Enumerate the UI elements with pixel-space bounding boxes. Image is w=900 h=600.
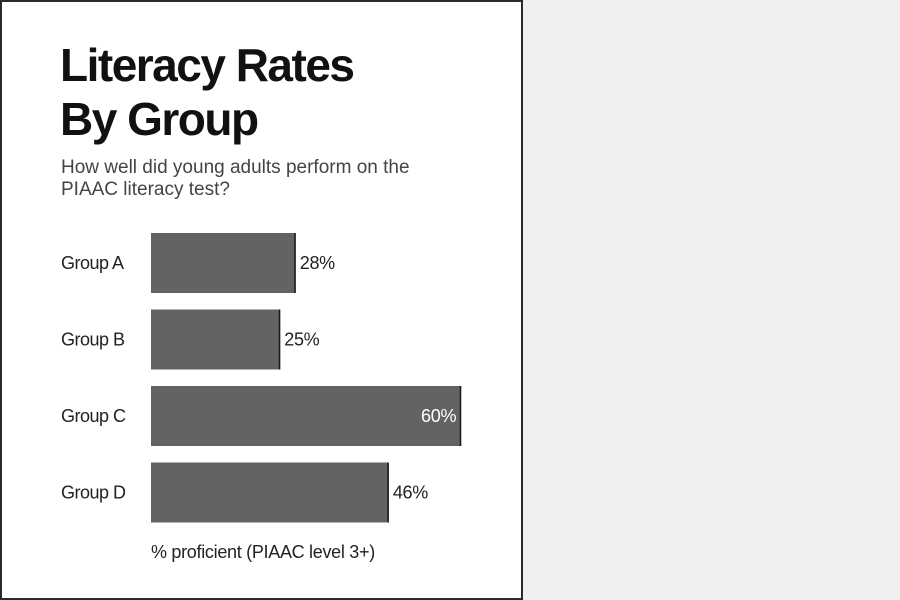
category-label-group-b: Group B <box>61 330 125 350</box>
bar-group-a <box>151 233 296 293</box>
value-label-group-b: 25% <box>284 330 319 350</box>
value-label-group-a: 28% <box>300 253 335 273</box>
chart-subtitle: How well did young adults perform on the… <box>61 157 491 201</box>
value-label-group-d: 46% <box>393 483 428 503</box>
chart-subtitle-line-2: PIAAC literacy test? <box>61 179 230 200</box>
category-label-group-c: Group C <box>61 406 126 426</box>
chart-title: Literacy Rates By Group <box>60 38 480 146</box>
chart-title-line-2: By Group <box>60 93 259 145</box>
bar-group-c <box>151 386 462 446</box>
chart-title-line-1: Literacy Rates <box>60 39 355 91</box>
category-label-group-d: Group D <box>61 483 126 503</box>
value-label-group-c: 60% <box>421 406 456 426</box>
x-axis-label: % proficient (PIAAC level 3+) <box>151 542 375 562</box>
chart-subtitle-line-1: How well did young adults perform on the <box>61 157 410 178</box>
category-label-group-a: Group A <box>61 253 124 273</box>
bar-group-d <box>151 462 389 523</box>
bar-group-b <box>151 309 281 370</box>
